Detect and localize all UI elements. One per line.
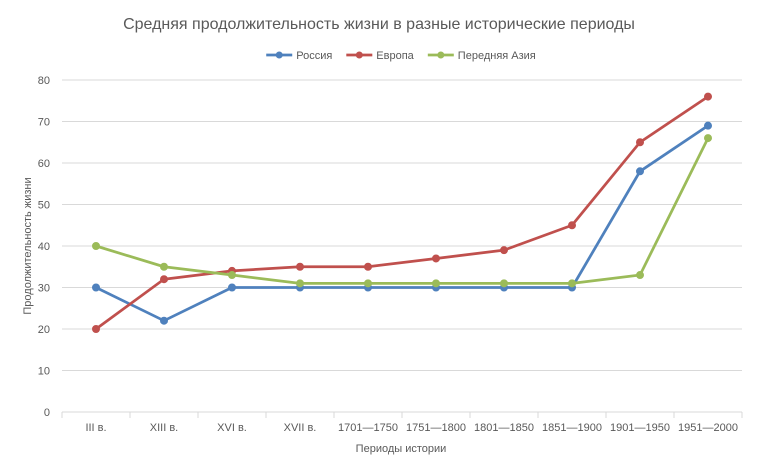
legend: Россия Европа Передняя Азия — [266, 50, 536, 62]
data-point — [500, 246, 508, 255]
series-3 — [92, 134, 712, 288]
data-point — [160, 275, 168, 284]
data-point — [228, 283, 236, 292]
data-point — [296, 262, 304, 271]
series-2 — [92, 92, 712, 333]
series-line — [94, 95, 710, 331]
y-axis-title: Продолжительность жизни — [22, 177, 34, 314]
y-tick-label: 40 — [38, 241, 50, 253]
data-point — [160, 262, 168, 271]
y-tick-label: 0 — [44, 407, 50, 419]
data-point — [92, 242, 100, 250]
chart-title: Средняя продолжительность жизни в разные… — [123, 16, 635, 33]
data-point — [568, 279, 576, 288]
data-point — [160, 316, 168, 325]
x-tick-label: XVII в. — [284, 422, 317, 434]
y-tick-label: 80 — [38, 75, 50, 87]
data-point — [228, 271, 236, 280]
legend-swatch-marker — [355, 51, 363, 59]
data-point — [636, 138, 644, 147]
data-point — [364, 262, 372, 271]
x-tick-label: 1701—1750 — [338, 422, 398, 434]
data-point — [432, 254, 440, 263]
data-point — [500, 279, 508, 288]
legend-label: Россия — [296, 50, 332, 62]
data-point — [296, 279, 304, 288]
legend-swatch-marker — [437, 51, 445, 59]
legend-item-1: Россия — [266, 50, 332, 62]
y-tick-label: 60 — [38, 158, 50, 170]
x-tick-label: 1901—1950 — [610, 422, 670, 434]
x-tick-label: XVI в. — [217, 422, 247, 434]
x-tick-label: 1801—1850 — [474, 422, 534, 434]
legend-swatch-marker — [275, 51, 283, 59]
x-tick-label: 1951—2000 — [678, 422, 738, 434]
data-point — [636, 167, 644, 176]
y-tick-label: 20 — [38, 324, 50, 336]
legend-label: Европа — [376, 50, 414, 62]
x-tick-label: XIII в. — [150, 422, 178, 434]
data-point — [704, 121, 712, 130]
data-point — [364, 279, 372, 288]
x-tick-label: 1751—1800 — [406, 422, 466, 434]
series-line — [94, 136, 710, 285]
y-axis-ticks: 0 10 20 30 40 50 60 70 80 — [38, 75, 50, 419]
x-axis-title: Периоды истории — [356, 443, 447, 455]
data-point — [704, 92, 712, 101]
series-group — [92, 92, 712, 333]
data-point — [704, 134, 712, 143]
y-tick-label: 50 — [38, 200, 50, 212]
series-line — [94, 124, 710, 323]
y-tick-label: 10 — [38, 366, 50, 378]
y-tick-label: 70 — [38, 117, 50, 129]
series-1 — [92, 121, 712, 325]
legend-item-2: Европа — [346, 50, 415, 62]
legend-label: Передняя Азия — [458, 50, 536, 62]
gridlines — [62, 79, 742, 413]
x-tick-label: III в. — [85, 422, 106, 434]
data-point — [568, 221, 576, 230]
y-tick-label: 30 — [38, 283, 50, 295]
data-point — [92, 325, 100, 333]
x-axis-ticks: III в. XIII в. XVI в. XVII в. 1701—1750 1751—… — [61, 412, 743, 434]
data-point — [432, 279, 440, 288]
data-point — [636, 271, 644, 280]
data-point — [92, 283, 100, 292]
legend-item-3: Передняя Азия — [427, 50, 536, 62]
x-tick-label: 1851—1900 — [542, 422, 602, 434]
